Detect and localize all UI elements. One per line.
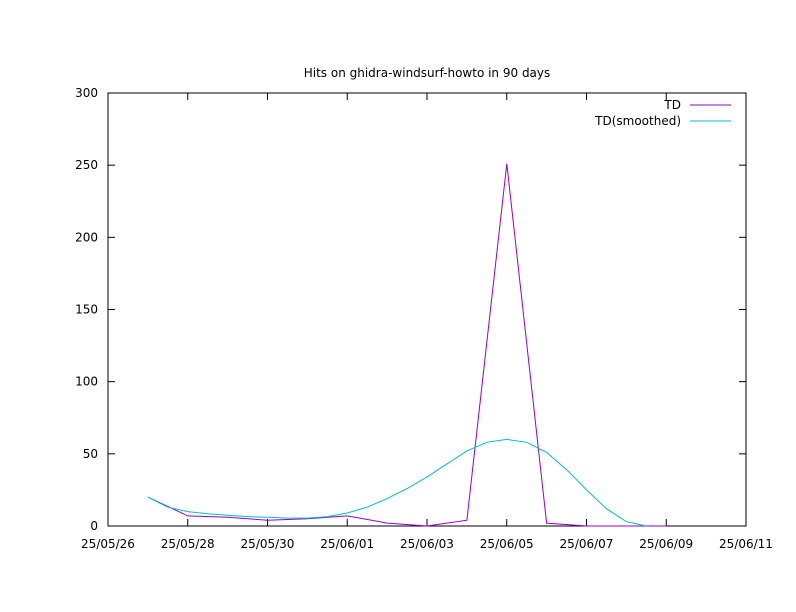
series-line-td <box>147 163 667 527</box>
plot-frame <box>107 92 747 527</box>
x-tick-label: 25/06/01 <box>320 537 374 551</box>
x-tick-label: 25/06/11 <box>719 537 773 551</box>
y-tick-label: 150 <box>75 303 98 317</box>
legend-label: TD(smoothed) <box>594 114 681 128</box>
legend-label: TD <box>663 98 681 112</box>
y-tick-label: 300 <box>75 86 98 100</box>
y-tick-label: 250 <box>75 158 98 172</box>
x-tick-label: 25/06/05 <box>480 537 534 551</box>
y-tick-label: 100 <box>75 375 98 389</box>
x-tick-label: 25/05/28 <box>161 537 215 551</box>
x-tick-label: 25/05/26 <box>81 537 135 551</box>
series-line-td-smoothed <box>147 438 647 527</box>
y-tick-label: 0 <box>90 519 98 533</box>
x-axis: 25/05/26 25/05/28 25/05/30 25/06/01 25/06/03… <box>81 93 773 551</box>
x-tick-label: 25/06/07 <box>560 537 614 551</box>
y-axis: 0 50 100 150 200 250 300 <box>75 86 746 533</box>
chart-title: Hits on ghidra-windsurf-howto in 90 days <box>304 66 551 80</box>
y-tick-label: 200 <box>75 230 98 244</box>
x-tick-label: 25/06/09 <box>639 537 693 551</box>
legend: TD TD(smoothed) <box>594 98 731 128</box>
x-tick-label: 25/06/03 <box>400 537 454 551</box>
series-layer <box>147 163 667 527</box>
y-tick-label: 50 <box>83 447 98 461</box>
x-tick-label: 25/05/30 <box>241 537 295 551</box>
